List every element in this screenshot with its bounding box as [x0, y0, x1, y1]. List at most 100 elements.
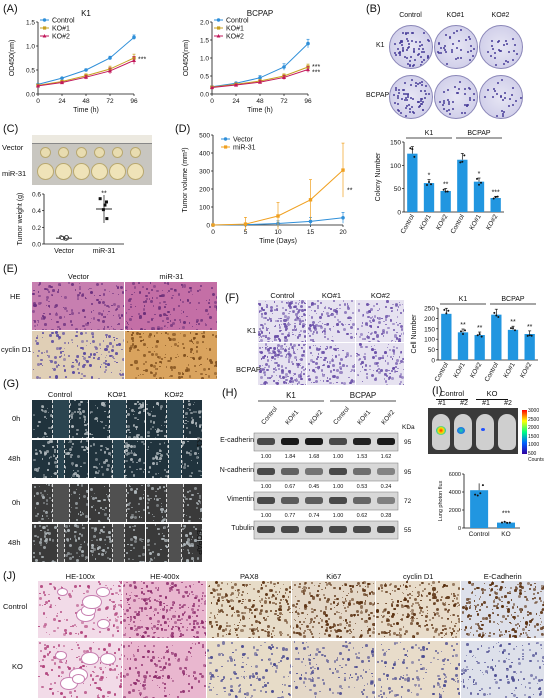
- tissue-cell: [173, 308, 175, 310]
- tissue-cell: [100, 689, 102, 691]
- y-axis-label: Tumor volume (mm³): [182, 147, 189, 212]
- tissue-cell: [38, 284, 41, 287]
- tissue-cell: [98, 608, 101, 611]
- tissue-cell: [42, 659, 44, 661]
- tissue-cell: [359, 343, 361, 345]
- tissue-cell: [441, 596, 443, 598]
- tissue-cell: [157, 356, 159, 358]
- tissue-cell: [164, 306, 166, 308]
- tissue-cell: [187, 538, 190, 541]
- tissue-cell: [98, 320, 100, 322]
- tissue-cell: [416, 632, 419, 635]
- tissue-cell: [383, 335, 384, 336]
- tissue-cell: [94, 295, 95, 296]
- tissue-cell: [400, 585, 402, 587]
- tissue-cell: [222, 635, 224, 637]
- tissue-cell: [341, 323, 342, 324]
- tissue-cell: [156, 504, 159, 507]
- replicate-dot: [495, 196, 497, 198]
- tissue-cell: [372, 316, 373, 317]
- tissue-cell: [76, 429, 78, 431]
- tissue-cell: [72, 436, 74, 438]
- tissue-cell: [129, 298, 132, 301]
- replicate-dot: [445, 191, 447, 193]
- tissue-cell: [135, 377, 137, 379]
- tissue-cell: [260, 351, 263, 354]
- tissue-cell: [164, 357, 166, 359]
- tissue-cell: [234, 583, 237, 586]
- tissue-cell: [210, 361, 212, 363]
- tissue-cell: [100, 449, 102, 451]
- tissue-cell: [288, 370, 290, 372]
- tissue-cell: [39, 597, 42, 600]
- tissue-cell: [187, 356, 188, 357]
- tissue-cell: [336, 382, 337, 383]
- tissue-cell: [129, 466, 131, 468]
- tissue-cell: [91, 506, 93, 508]
- data-point: [105, 200, 108, 203]
- colony-dot: [406, 57, 408, 59]
- tissue-cell: [194, 487, 197, 490]
- tissue-cell: [170, 288, 172, 290]
- tissue-cell: [416, 618, 418, 620]
- tissue-cell: [541, 587, 544, 590]
- panel-label-g: (G): [3, 378, 19, 390]
- x-tick-label: 10: [274, 229, 282, 236]
- tissue-cell: [129, 486, 131, 488]
- tissue-cell: [372, 631, 375, 634]
- tissue-cell: [186, 316, 187, 317]
- tissue-cell: [132, 559, 134, 561]
- tissue-cell: [101, 313, 103, 315]
- tissue-cell: [189, 322, 190, 323]
- tissue-cell: [288, 302, 290, 304]
- tissue-cell: [290, 625, 291, 628]
- colony-dot: [411, 32, 413, 34]
- tumor-row-label-mir31: miR-31: [2, 169, 26, 178]
- tissue-cell: [263, 317, 266, 320]
- tissue-cell: [141, 607, 144, 610]
- tissue-cell: [381, 590, 383, 592]
- tissue-cell: [70, 626, 71, 627]
- colony-dot: [421, 81, 423, 83]
- lane-label: Control: [260, 405, 279, 426]
- tissue-cell: [138, 412, 140, 414]
- colony-dot: [438, 42, 440, 44]
- tissue-cell: [48, 532, 51, 535]
- tissue-cell: [496, 607, 498, 609]
- colony-dot: [464, 93, 466, 95]
- tissue-cell: [365, 586, 366, 587]
- tissue-cell: [357, 374, 359, 376]
- tissue-cell: [228, 633, 231, 636]
- blot-band: [305, 497, 323, 504]
- tissue-cell: [149, 617, 152, 620]
- tissue-cell: [104, 371, 106, 373]
- tissue-cell: [342, 364, 345, 367]
- tissue-cell: [77, 345, 78, 346]
- tissue-cell: [149, 552, 152, 555]
- tissue-cell: [43, 313, 44, 314]
- tissue-cell: [385, 319, 387, 321]
- tissue-cell: [480, 596, 482, 598]
- tissue-cell: [333, 326, 334, 327]
- tissue-cell: [502, 581, 504, 583]
- tissue-cell: [151, 353, 154, 356]
- blot-membrane: [254, 463, 398, 481]
- tissue-cell: [43, 476, 46, 478]
- tissue-cell: [143, 497, 145, 499]
- tissue-cell: [43, 436, 46, 438]
- tissue-cell: [409, 585, 411, 587]
- tissue-cell: [130, 550, 131, 551]
- tissue-cell: [367, 626, 368, 627]
- tissue-cell: [90, 291, 93, 294]
- tissue-cell: [92, 554, 94, 556]
- tissue-cell: [369, 325, 371, 327]
- ivis-image: [428, 408, 518, 454]
- tissue-cell: [332, 364, 335, 367]
- tissue-cell: [302, 366, 304, 368]
- tissue-cell: [384, 378, 386, 380]
- tissue-cell: [308, 363, 310, 365]
- tissue-cell: [194, 637, 197, 638]
- tissue-cell: [262, 347, 263, 348]
- tissue-cell: [161, 503, 162, 504]
